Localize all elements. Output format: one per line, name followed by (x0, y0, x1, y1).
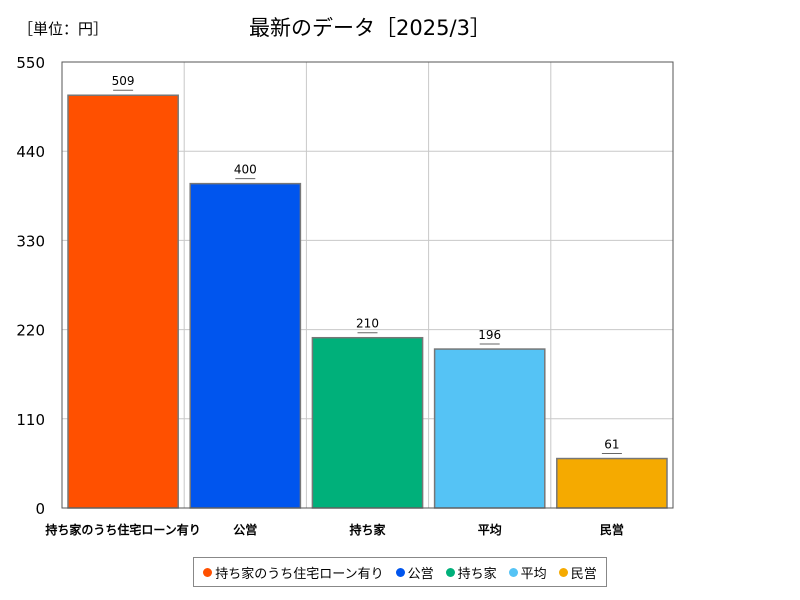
bar (67, 94, 179, 509)
y-tick-label: 220 (16, 322, 45, 340)
legend-item: 平均 (508, 563, 547, 582)
x-tick-label: 持ち家のうち住宅ローン有り (45, 522, 200, 537)
x-tick-label: 公営 (233, 522, 257, 537)
unit-label: ［単位：円］ (18, 20, 109, 38)
legend-label: 平均 (520, 566, 547, 582)
y-tick-label: 110 (16, 411, 45, 429)
bar (189, 182, 302, 509)
y-tick-label: 440 (16, 143, 45, 161)
legend-marker (203, 567, 213, 577)
legend-item: 持ち家のうち住宅ローン有り (203, 563, 384, 582)
legend-label: 民営 (570, 566, 597, 582)
y-tick-label: 0 (35, 500, 45, 518)
legend-item: 公営 (395, 563, 434, 582)
legend-label: 持ち家のうち住宅ローン有り (215, 566, 384, 582)
y-tick-label: 550 (16, 54, 45, 72)
value-label: 210 (356, 317, 379, 331)
bar (556, 457, 668, 509)
y-tick-label: 330 (16, 232, 45, 250)
legend-marker (445, 567, 455, 577)
legend-item: 持ち家 (445, 563, 497, 582)
legend-marker (395, 567, 405, 577)
legend-marker (508, 567, 518, 577)
value-label: 400 (234, 163, 257, 177)
value-label: 509 (112, 74, 135, 88)
legend-label: 持ち家 (457, 566, 497, 582)
legend-marker (558, 567, 568, 577)
value-label: 61 (604, 438, 619, 452)
x-tick-label: 平均 (478, 522, 502, 537)
legend-label: 公営 (407, 566, 434, 582)
legend-item: 民営 (558, 563, 597, 582)
bar (433, 348, 546, 509)
bar (311, 336, 424, 509)
x-tick-label: 持ち家 (349, 522, 386, 537)
chart-title: 最新のデータ［2025/3］ (249, 16, 491, 40)
legend: 持ち家のうち住宅ローン有り 公営 持ち家 平均 民営 (193, 557, 607, 587)
value-label: 196 (478, 328, 501, 342)
x-tick-label: 民営 (600, 522, 624, 537)
plot-area (61, 61, 674, 509)
